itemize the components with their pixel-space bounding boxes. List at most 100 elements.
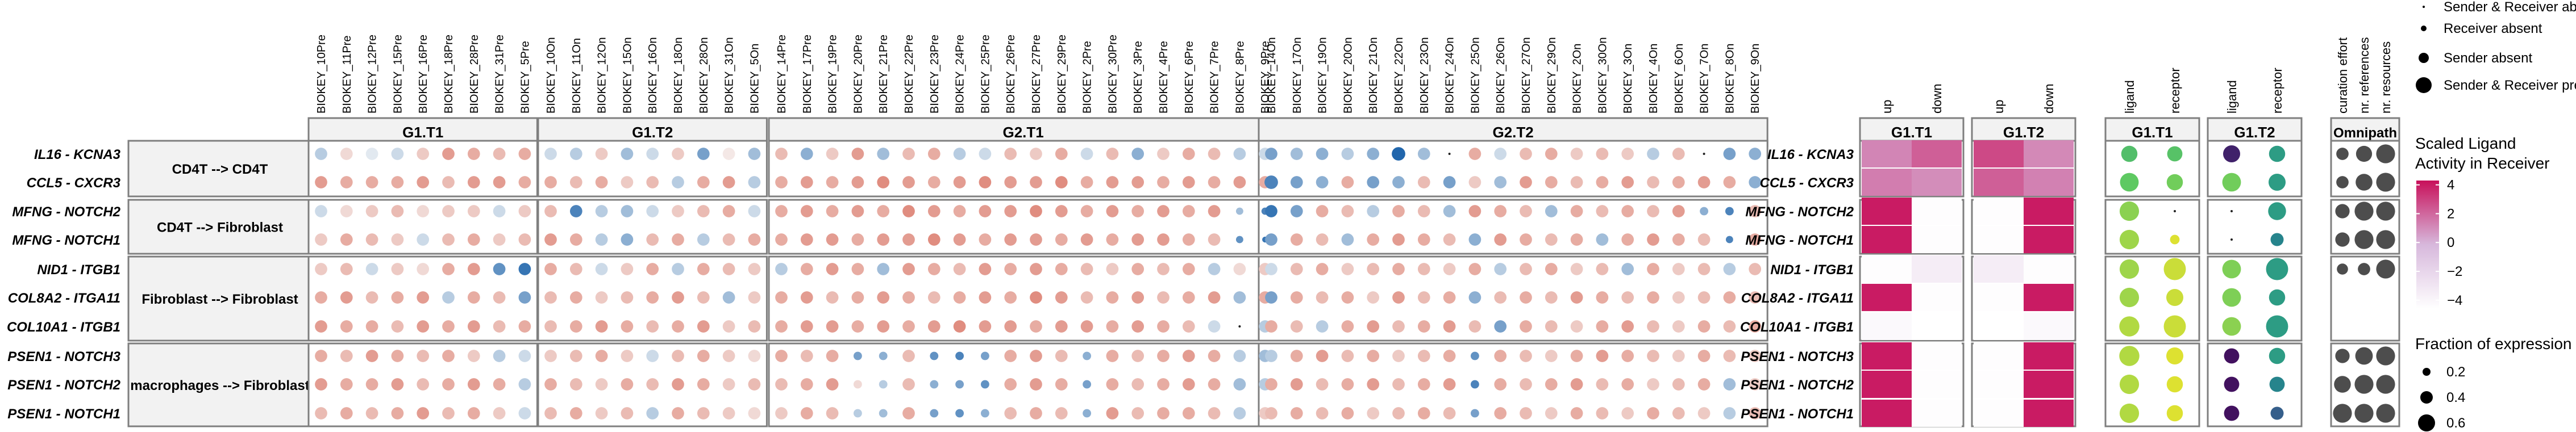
interaction-dot — [1106, 378, 1119, 391]
activity-cell — [1912, 400, 1962, 427]
activity-cell — [1912, 284, 1962, 311]
interaction-dot — [365, 233, 378, 246]
facet-label-box — [127, 342, 313, 427]
interaction-dot — [1392, 205, 1405, 217]
sample-tick-label: BIOKEY_16Pre — [417, 35, 430, 114]
expression-dot — [2166, 347, 2184, 365]
interaction-dot — [722, 148, 735, 160]
interaction-dot — [800, 263, 813, 275]
activity-column-label: down — [2042, 83, 2056, 114]
interaction-dot — [1392, 233, 1405, 246]
expression-dot — [2119, 346, 2140, 366]
expression-panel — [2104, 140, 2200, 198]
expression-absent-point — [2174, 210, 2176, 212]
interaction-dot — [1443, 263, 1456, 275]
interaction-dot — [1083, 409, 1092, 418]
interaction-dot — [1697, 233, 1711, 246]
interaction-dot — [518, 350, 531, 362]
interaction-dot — [417, 176, 430, 188]
interaction-dot — [927, 291, 940, 304]
activity-cell — [2024, 342, 2074, 370]
interaction-dot — [315, 378, 327, 391]
activity-cell — [1862, 371, 1912, 398]
interaction-dot — [391, 148, 404, 160]
interaction-dot — [1208, 350, 1221, 362]
interaction-dot — [1520, 407, 1532, 420]
expression-column-label: ligand — [2225, 80, 2239, 114]
interaction-dot — [722, 291, 735, 304]
sample-tick-label: BIOKEY_15On — [621, 37, 634, 114]
colorbar-tick-label: −2 — [2447, 264, 2462, 279]
sample-tick-label: BIOKEY_27Pre — [1030, 35, 1043, 114]
interaction-dot — [1157, 233, 1170, 246]
interaction-dot — [467, 407, 480, 420]
interaction-dot — [1131, 407, 1145, 420]
interaction-dot — [1672, 233, 1685, 246]
expression-dot — [2266, 258, 2288, 280]
interaction-dot — [672, 233, 684, 246]
interaction-dot — [391, 263, 404, 275]
sample-tick-label: BIOKEY_31Pre — [494, 35, 506, 114]
interaction-dot — [467, 205, 480, 217]
interaction-dot — [1468, 291, 1481, 304]
interaction-dot — [544, 320, 557, 333]
activity-column-label: up — [1880, 100, 1894, 114]
interaction-dot — [595, 320, 608, 333]
interaction-dot — [672, 320, 684, 333]
interaction-dot — [1182, 407, 1195, 420]
sample-tick-label: BIOKEY_18Pre — [443, 35, 455, 114]
interaction-dot — [544, 350, 557, 362]
interaction-dot — [722, 233, 735, 246]
interaction-dot — [1749, 148, 1762, 160]
activity-cell — [1862, 226, 1912, 253]
interaction-dot — [340, 407, 353, 420]
omnipath-dot — [2354, 202, 2374, 221]
sample-tick-label: BIOKEY_3On — [1622, 44, 1634, 114]
omnipath-dot — [2356, 174, 2373, 191]
sample-tick-label: BIOKEY_20On — [1342, 37, 1354, 114]
interaction-dot — [1621, 176, 1634, 188]
omnipath-dot — [2356, 145, 2373, 162]
sample-tick-label: BIOKEY_20Pre — [852, 35, 864, 114]
expression-dot — [2121, 145, 2138, 162]
interaction-dot — [1182, 148, 1195, 160]
interaction-dot — [1545, 263, 1558, 275]
interaction-dot — [1672, 148, 1685, 160]
expression-dot — [2119, 259, 2140, 279]
interaction-dot — [1265, 148, 1277, 160]
activity-pair-label: PSEN1 - NOTCH2 — [1741, 378, 1854, 393]
interaction-dot — [1621, 205, 1634, 217]
interaction-dot — [1392, 147, 1405, 161]
activity-cell — [1974, 400, 2024, 427]
interaction-dot — [621, 320, 634, 333]
interaction-dot — [979, 263, 992, 275]
expression-dot — [2222, 259, 2241, 279]
interaction-dot — [722, 263, 735, 275]
sample-tick-label: BIOKEY_11Pre — [341, 36, 353, 114]
omnipath-dot — [2376, 202, 2395, 221]
activity-pair-label: IL16 - KCNA3 — [1767, 147, 1854, 162]
interaction-dot — [1341, 233, 1354, 246]
expression-strip-label: G1.T1 — [2132, 124, 2173, 141]
expression-panel — [2104, 199, 2200, 255]
interaction-dot — [1265, 320, 1277, 333]
interaction-dot — [953, 176, 966, 188]
interaction-dot — [1131, 176, 1145, 188]
interaction-dot — [340, 350, 353, 362]
expression-dot — [2170, 234, 2180, 245]
activity-cell — [1912, 226, 1962, 253]
interaction-dot — [1290, 378, 1303, 391]
interaction-dot — [1494, 148, 1507, 160]
interaction-dot — [1392, 291, 1405, 304]
sample-tick-label: BIOKEY_12Pre — [367, 35, 379, 114]
interaction-dot — [826, 263, 839, 275]
omnipath-dot — [2335, 349, 2350, 363]
interaction-dot — [902, 148, 915, 160]
interaction-dot — [442, 263, 455, 275]
interaction-dot — [1367, 407, 1380, 420]
interaction-dot — [391, 291, 404, 304]
interaction-dot — [1131, 205, 1145, 217]
colorbar-tick-label: 4 — [2447, 178, 2454, 193]
interaction-dot — [315, 320, 327, 333]
interaction-dot — [595, 205, 608, 217]
